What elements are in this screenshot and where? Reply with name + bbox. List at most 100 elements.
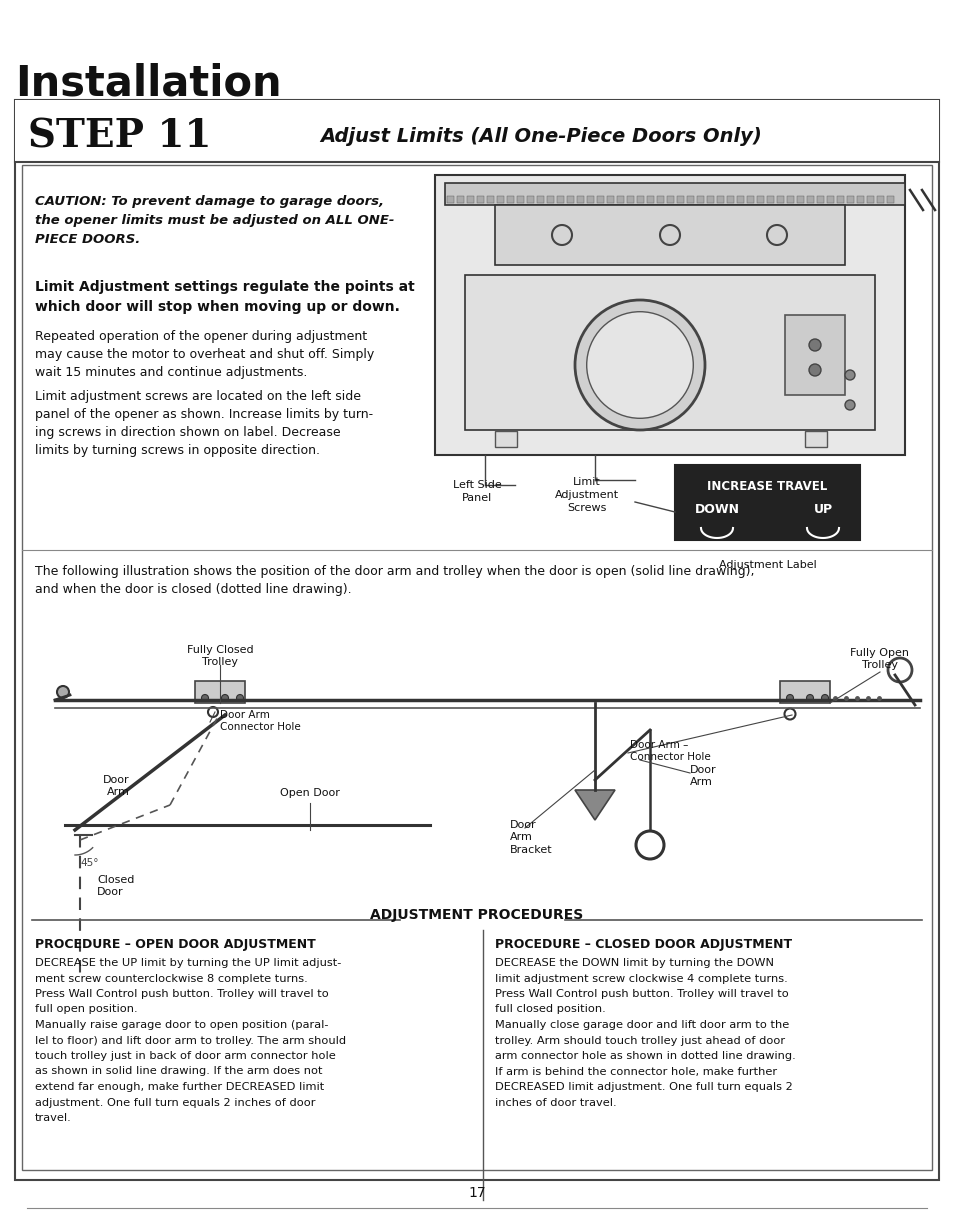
Text: Open Door: Open Door	[280, 789, 339, 798]
Bar	[675, 465, 859, 539]
Text: PROCEDURE – CLOSED DOOR ADJUSTMENT: PROCEDURE – CLOSED DOOR ADJUSTMENT	[495, 938, 791, 951]
Bar	[464, 275, 874, 430]
Text: as shown in solid line drawing. If the arm does not: as shown in solid line drawing. If the a…	[35, 1067, 322, 1076]
Text: PROCEDURE – OPEN DOOR ADJUSTMENT: PROCEDURE – OPEN DOOR ADJUSTMENT	[35, 938, 315, 951]
Bar	[677, 196, 683, 203]
Text: CAUTION: To prevent damage to garage doors,
the opener limits must be adjusted o: CAUTION: To prevent damage to garage doo…	[35, 194, 394, 245]
Text: Fully Open
Trolley: Fully Open Trolley	[850, 648, 908, 671]
Text: Fully Closed
Trolley: Fully Closed Trolley	[187, 645, 253, 667]
Text: arm connector hole as shown in dotted line drawing.: arm connector hole as shown in dotted li…	[495, 1051, 795, 1061]
Text: Installation: Installation	[15, 62, 281, 104]
Text: INCREASE TRAVEL: INCREASE TRAVEL	[706, 480, 827, 493]
Bar	[435, 175, 904, 454]
Bar	[856, 196, 863, 203]
Bar	[194, 680, 245, 703]
Circle shape	[221, 695, 229, 701]
Bar	[686, 196, 693, 203]
Bar	[816, 196, 823, 203]
Bar	[506, 196, 514, 203]
Text: travel.: travel.	[35, 1113, 71, 1123]
Text: STEP 11: STEP 11	[29, 118, 212, 156]
Bar	[826, 196, 833, 203]
Bar	[486, 196, 494, 203]
Bar	[646, 196, 654, 203]
Bar	[786, 196, 793, 203]
Bar	[637, 196, 643, 203]
Bar	[666, 196, 673, 203]
Circle shape	[808, 339, 821, 351]
Text: If arm is behind the connector hole, make further: If arm is behind the connector hole, mak…	[495, 1067, 777, 1076]
Bar	[846, 196, 853, 203]
Text: DECREASE the DOWN limit by turning the DOWN: DECREASE the DOWN limit by turning the D…	[495, 957, 773, 968]
Bar	[776, 196, 783, 203]
Bar	[22, 165, 931, 1170]
Text: Manually close garage door and lift door arm to the: Manually close garage door and lift door…	[495, 1021, 788, 1030]
Text: adjustment. One full turn equals 2 inches of door: adjustment. One full turn equals 2 inche…	[35, 1097, 315, 1108]
Circle shape	[201, 695, 209, 701]
Bar	[15, 100, 938, 1180]
Text: full open position.: full open position.	[35, 1005, 137, 1015]
Text: The following illustration shows the position of the door arm and trolley when t: The following illustration shows the pos…	[35, 565, 754, 597]
Bar	[796, 196, 803, 203]
Bar	[697, 196, 703, 203]
Text: Door Arm –
Connector Hole: Door Arm – Connector Hole	[629, 740, 710, 762]
Text: lel to floor) and lift door arm to trolley. The arm should: lel to floor) and lift door arm to troll…	[35, 1035, 346, 1045]
Bar	[717, 196, 723, 203]
Text: Adjust Limits (All One-Piece Doors Only): Adjust Limits (All One-Piece Doors Only)	[319, 128, 760, 147]
Bar	[15, 100, 938, 162]
Bar	[886, 196, 893, 203]
Bar	[566, 196, 574, 203]
Bar	[537, 196, 543, 203]
Text: 45°: 45°	[80, 858, 98, 868]
Text: Door
Arm: Door Arm	[689, 765, 716, 787]
Bar	[456, 196, 463, 203]
Text: DOWN: DOWN	[694, 503, 739, 516]
Bar	[876, 196, 883, 203]
Bar	[546, 196, 554, 203]
Text: Adjustment Label: Adjustment Label	[718, 560, 816, 570]
Bar	[495, 431, 517, 447]
Circle shape	[575, 300, 704, 430]
Bar	[577, 196, 583, 203]
Circle shape	[808, 364, 821, 375]
Bar	[746, 196, 753, 203]
Bar	[517, 196, 523, 203]
Text: Manually raise garage door to open position (paral-: Manually raise garage door to open posit…	[35, 1021, 328, 1030]
Circle shape	[844, 371, 854, 380]
Text: Limit
Adjustment
Screws: Limit Adjustment Screws	[555, 477, 618, 514]
Circle shape	[805, 695, 813, 701]
Text: UP: UP	[813, 503, 832, 516]
Bar	[706, 196, 713, 203]
Text: extend far enough, make further DECREASED limit: extend far enough, make further DECREASE…	[35, 1083, 324, 1092]
Bar	[780, 680, 829, 703]
Text: Closed
Door: Closed Door	[97, 875, 134, 898]
Text: DECREASED limit adjustment. One full turn equals 2: DECREASED limit adjustment. One full tur…	[495, 1083, 792, 1092]
Text: touch trolley just in back of door arm connector hole: touch trolley just in back of door arm c…	[35, 1051, 335, 1061]
Text: trolley. Arm should touch trolley just ahead of door: trolley. Arm should touch trolley just a…	[495, 1035, 784, 1045]
Bar	[467, 196, 474, 203]
Text: DECREASE the UP limit by turning the UP limit adjust-: DECREASE the UP limit by turning the UP …	[35, 957, 341, 968]
Text: limit adjustment screw clockwise 4 complete turns.: limit adjustment screw clockwise 4 compl…	[495, 973, 787, 983]
Bar	[447, 196, 454, 203]
Bar	[836, 196, 843, 203]
Bar	[726, 196, 733, 203]
Bar	[804, 431, 826, 447]
Circle shape	[821, 695, 827, 701]
Bar	[806, 196, 813, 203]
Bar	[606, 196, 614, 203]
Bar	[586, 196, 594, 203]
Text: Left Side
Panel: Left Side Panel	[452, 480, 501, 503]
Text: Press Wall Control push button. Trolley will travel to: Press Wall Control push button. Trolley …	[35, 989, 329, 999]
Bar	[497, 196, 503, 203]
Bar	[476, 196, 483, 203]
Text: Repeated operation of the opener during adjustment
may cause the motor to overhe: Repeated operation of the opener during …	[35, 330, 374, 379]
Text: full closed position.: full closed position.	[495, 1005, 605, 1015]
Text: Press Wall Control push button. Trolley will travel to: Press Wall Control push button. Trolley …	[495, 989, 788, 999]
Text: Door
Arm
Bracket: Door Arm Bracket	[510, 820, 552, 855]
Polygon shape	[575, 790, 615, 820]
Bar	[626, 196, 634, 203]
Bar	[526, 196, 534, 203]
Bar	[557, 196, 563, 203]
Text: Door Arm
Connector Hole: Door Arm Connector Hole	[220, 710, 300, 733]
Bar	[866, 196, 873, 203]
